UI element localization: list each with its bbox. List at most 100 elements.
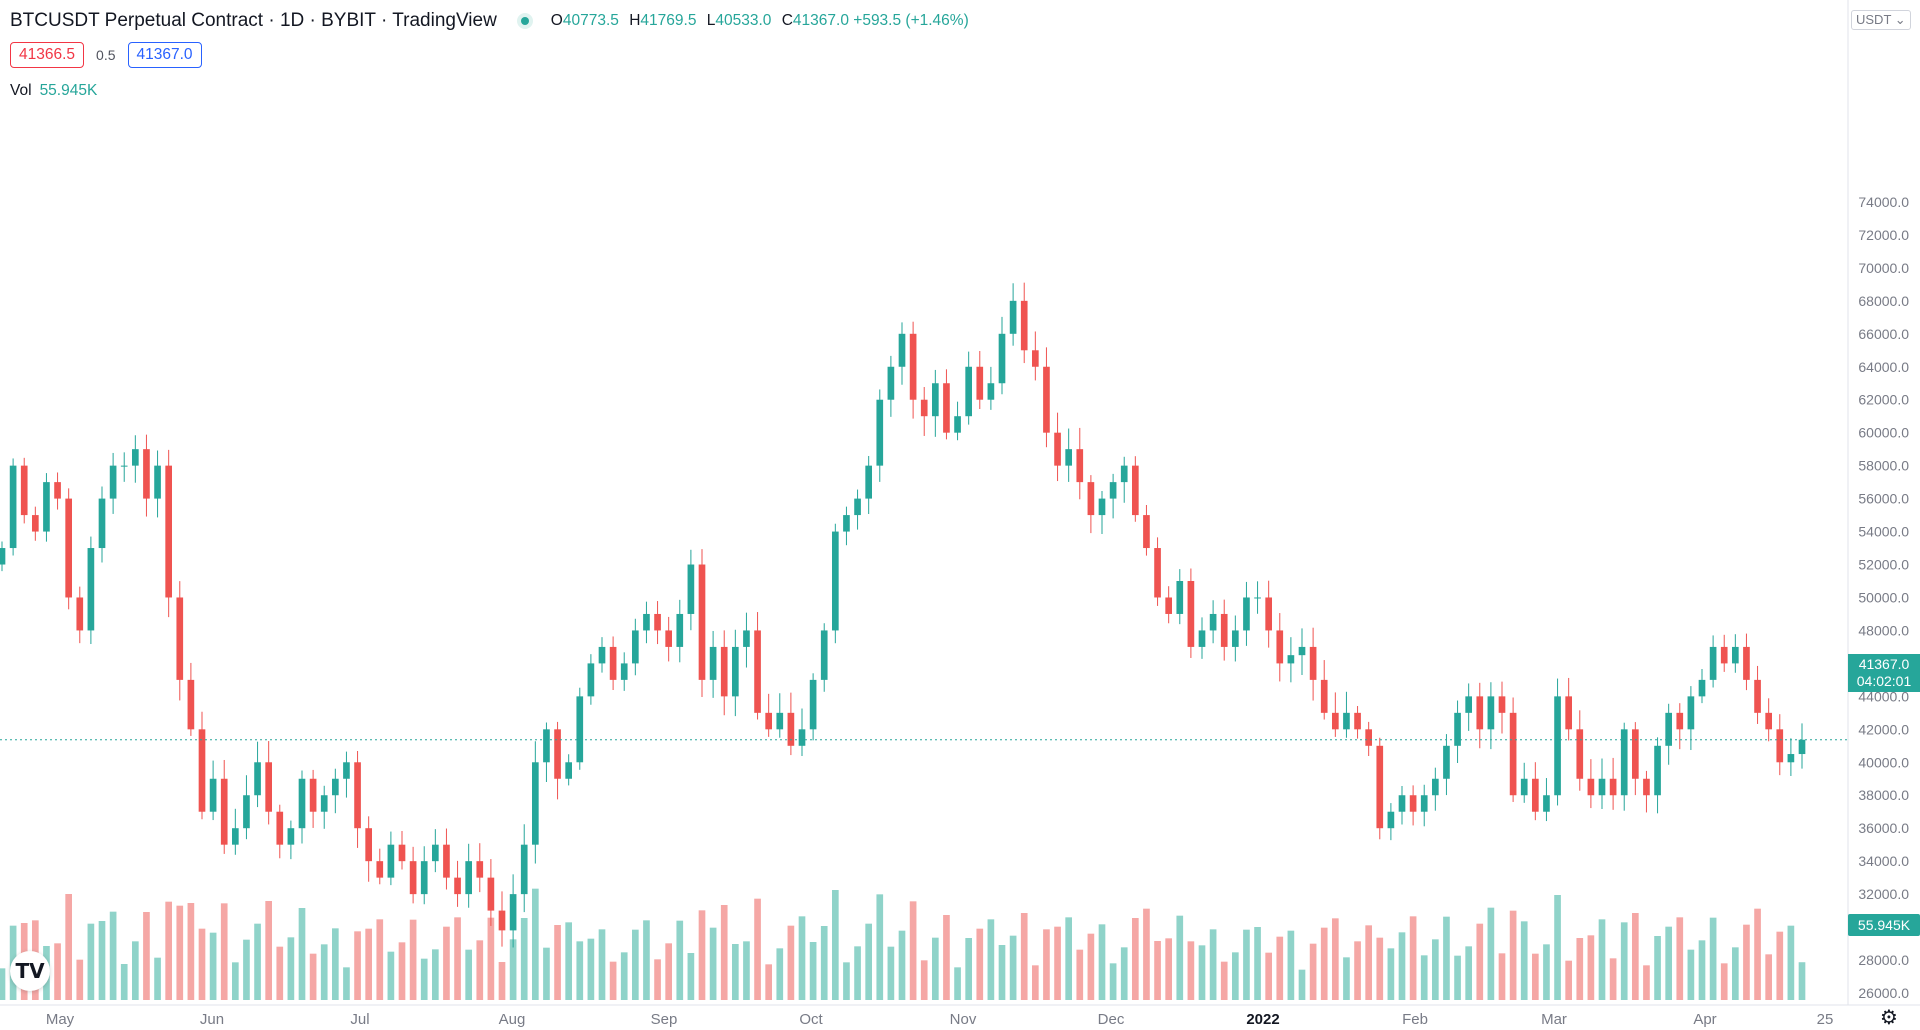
volume-bar [509, 939, 517, 1000]
candle-body [1176, 581, 1184, 614]
volume-bar [1632, 913, 1639, 1000]
candle-body [232, 828, 239, 845]
time-axis[interactable]: May Jun Jul Aug Sep Oct Nov Dec 2022 Feb Mar Apr 25 [0, 1004, 1920, 1028]
volume-bar [1165, 938, 1172, 1000]
volume-bar [1065, 917, 1072, 1000]
candle-body [732, 646, 739, 697]
volume-bar [898, 930, 906, 1000]
candle-body [1743, 646, 1750, 680]
candle-body [1143, 515, 1150, 549]
volume-bar [76, 959, 84, 1000]
candle-body [898, 333, 906, 367]
candle-body [1520, 778, 1528, 796]
candle-body [0, 548, 6, 565]
candle-body [1209, 613, 1217, 631]
candle-body [1632, 729, 1639, 779]
volume-bar [765, 964, 772, 1000]
candle-body [832, 531, 839, 631]
volume-bar [1109, 963, 1117, 1000]
volume-bar [654, 959, 661, 1000]
volume-bar [1443, 916, 1450, 1000]
market-status-icon[interactable] [516, 13, 533, 29]
candle-body [798, 729, 806, 746]
volume-bar [620, 952, 628, 1000]
candle-body [1376, 745, 1384, 829]
candle-body [998, 333, 1006, 384]
candle-body [1343, 712, 1350, 730]
chevron-down-icon: ⌄ [1894, 12, 1906, 27]
y-tick-label: 36000.0 [1858, 820, 1909, 836]
x-tick-label: Oct [799, 1011, 823, 1028]
candle-body [1387, 811, 1395, 829]
bar-countdown: 04:02:01 [1856, 673, 1912, 689]
candle-body [54, 482, 61, 499]
change-value: +593.5 (+1.46%) [853, 12, 969, 29]
volume-bar [909, 901, 917, 1000]
volume-bar [1365, 925, 1372, 1000]
candle-body [1254, 597, 1261, 599]
candle-body [1132, 465, 1139, 516]
candle-body [787, 712, 795, 746]
candle-body [1320, 679, 1328, 713]
volume-bar [1354, 941, 1361, 1000]
x-tick-label: Nov [950, 1011, 977, 1028]
low-value: 40533.0 [715, 12, 772, 29]
volume-bar [776, 948, 784, 1000]
candle-body [1398, 795, 1406, 812]
candle-body [1198, 630, 1206, 647]
volume-tag: 55.945K [1848, 914, 1920, 936]
volume-bar [320, 944, 328, 1000]
candle-body [1487, 696, 1495, 730]
volume-bar [398, 942, 406, 1000]
candle-body [1020, 300, 1028, 351]
volume-bar [1776, 931, 1784, 1000]
volume-bar [232, 962, 239, 1000]
candle-body [1076, 449, 1084, 483]
volume-bar [1220, 961, 1228, 1000]
candles [0, 282, 1806, 948]
volume-bar [754, 898, 761, 1000]
y-tick-label: 26000.0 [1858, 985, 1909, 1001]
volume-bar [309, 953, 317, 1000]
candle-body [676, 613, 684, 647]
gear-icon[interactable]: ⚙ [1880, 1007, 1898, 1029]
volume-bar [498, 962, 506, 1000]
buy-button[interactable]: 41367.0 [127, 42, 202, 68]
candle-body [665, 630, 672, 647]
volume-bar [1687, 949, 1695, 1000]
candle-body [276, 811, 284, 845]
candle-body [387, 844, 395, 878]
volume-bar [665, 943, 672, 1000]
candle-body [1065, 449, 1072, 466]
volume-bar [843, 962, 850, 1000]
candle-body [743, 630, 750, 647]
candle-body [954, 416, 961, 433]
tradingview-logo[interactable]: TV [10, 951, 50, 991]
volume-bar [1320, 927, 1328, 1000]
volume-bar [1343, 957, 1350, 1000]
volume-bar [1732, 947, 1739, 1000]
y-tick-label: 58000.0 [1858, 458, 1909, 474]
candle-body [243, 795, 250, 829]
trade-buttons: 41366.5 0.5 41367.0 [10, 42, 202, 68]
x-tick-label: Feb [1402, 1011, 1428, 1028]
volume-bar [87, 923, 95, 1000]
candle-body [1509, 712, 1517, 796]
volume-bar [1432, 939, 1439, 1000]
price-axis[interactable]: 26000.028000.030000.032000.034000.036000… [1847, 0, 1909, 1005]
volume-label: Vol [10, 82, 32, 99]
candle-body [1309, 646, 1317, 680]
sell-button[interactable]: 41366.5 [10, 42, 85, 68]
y-tick-label: 56000.0 [1858, 491, 1909, 507]
candle-body [643, 613, 650, 631]
candle-body [1498, 696, 1506, 713]
x-tick-label: Jul [350, 1011, 369, 1028]
volume-bar [576, 941, 584, 1000]
volume-bar [676, 920, 684, 1000]
volume-bar [1487, 907, 1495, 1000]
currency-dropdown[interactable]: USDT ⌄ [1851, 10, 1911, 30]
volume-bar [1332, 918, 1339, 1000]
volume-bar [687, 953, 695, 1000]
candle-body [887, 366, 895, 400]
